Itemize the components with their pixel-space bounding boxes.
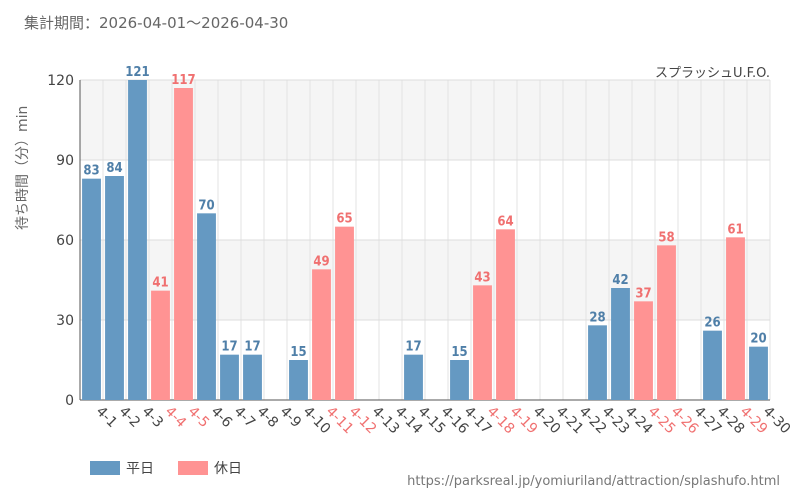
data-label: 49 [313, 254, 329, 269]
source-url: https://parksreal.jp/yomiuriland/attract… [407, 474, 780, 489]
x-tick-label: 4-1 [93, 404, 120, 431]
data-label: 70 [198, 198, 214, 213]
data-label: 17 [244, 340, 260, 355]
bar [220, 354, 239, 400]
legend-item-holiday: 休日 [178, 458, 242, 478]
bar [174, 88, 193, 400]
data-label: 37 [635, 286, 651, 301]
data-label: 121 [125, 65, 149, 80]
x-tick-label: 4-5 [185, 404, 212, 431]
data-label: 41 [152, 276, 168, 291]
bar [496, 229, 515, 400]
legend-swatch-weekday [90, 461, 120, 475]
x-tick-label: 4-8 [254, 404, 281, 431]
bar [588, 325, 607, 400]
bar [726, 237, 745, 400]
data-label: 15 [451, 345, 467, 360]
data-label: 117 [171, 73, 195, 88]
bar [450, 360, 469, 400]
period-label: 集計期間：2026-04-01～2026-04-30 [24, 14, 289, 32]
data-label: 20 [750, 332, 766, 347]
x-tick-label: 4-4 [162, 404, 190, 432]
y-tick-label: 120 [47, 73, 74, 89]
bar [243, 354, 262, 400]
bar [611, 288, 630, 400]
bar [749, 346, 768, 400]
attraction-name: スプラッシュU.F.O. [654, 66, 770, 81]
y-tick-label: 30 [56, 313, 74, 329]
data-label: 26 [704, 316, 720, 331]
data-label: 84 [106, 161, 122, 176]
bar [335, 226, 354, 400]
y-tick-label: 60 [56, 233, 74, 249]
data-label: 43 [474, 270, 490, 285]
bar [105, 176, 124, 400]
data-label: 17 [405, 340, 421, 355]
bar [289, 360, 308, 400]
data-label: 28 [589, 310, 605, 325]
y-tick-label: 0 [65, 393, 74, 409]
legend-item-weekday: 平日 [90, 458, 154, 478]
legend-swatch-holiday [178, 461, 208, 475]
data-label: 65 [336, 212, 352, 227]
legend: 平日 休日 [90, 458, 242, 478]
data-label: 42 [612, 273, 628, 288]
data-label: 17 [221, 340, 237, 355]
bar [703, 330, 722, 400]
bar [82, 178, 101, 400]
x-tick-label: 4-2 [116, 404, 143, 431]
bar [312, 269, 331, 400]
data-label: 83 [83, 164, 99, 179]
data-label: 58 [658, 230, 674, 245]
bar [404, 354, 423, 400]
bar [128, 80, 147, 400]
data-label: 15 [290, 345, 306, 360]
x-tick-label: 4-9 [277, 404, 304, 431]
bar [473, 285, 492, 400]
bar [657, 245, 676, 400]
x-tick-label: 4-7 [231, 404, 258, 431]
bar [197, 213, 216, 400]
data-label: 61 [727, 222, 743, 237]
x-tick-label: 4-3 [139, 404, 166, 431]
legend-label-weekday: 平日 [126, 461, 154, 477]
x-tick-label: 4-6 [208, 404, 236, 432]
y-tick-label: 90 [56, 153, 74, 169]
legend-label-holiday: 休日 [214, 461, 242, 477]
bar [634, 301, 653, 400]
bar [151, 290, 170, 400]
data-label: 64 [497, 214, 513, 229]
